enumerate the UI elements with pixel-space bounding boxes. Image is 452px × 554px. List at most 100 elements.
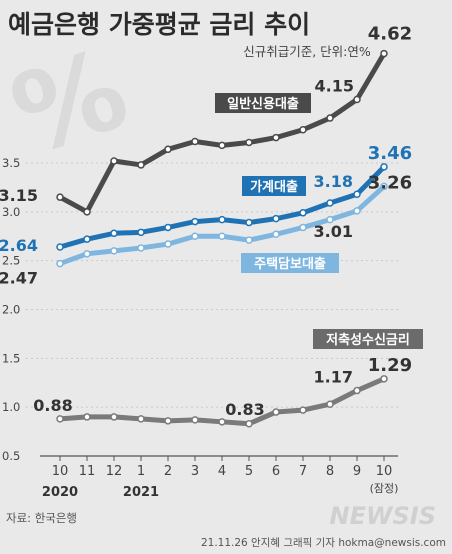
data-point	[218, 215, 226, 224]
data-point	[56, 243, 64, 251]
y-tick-label: 1.0	[2, 400, 20, 414]
y-tick-label: 1.5	[2, 351, 20, 365]
data-label: 1.29	[368, 355, 412, 376]
plot-area: 일반신용대출 3.15 4.15 4.62 가계대출 2.64 3.18 3.46 주택담보대출…	[0, 24, 423, 428]
data-point	[353, 386, 361, 395]
data-point	[218, 232, 226, 240]
data-point	[191, 137, 199, 146]
data-point	[191, 416, 199, 424]
data-point	[110, 157, 118, 165]
x-tick-label: 10	[52, 464, 69, 479]
data-label: 2.64	[0, 236, 38, 255]
y-tick-label: 2.5	[2, 254, 20, 268]
x-tick-label: 8	[326, 464, 334, 479]
data-point	[326, 215, 334, 224]
data-point	[326, 400, 334, 408]
series-가계대출: 가계대출 2.64 3.18 3.46	[0, 143, 412, 255]
x-tick-label: 11	[79, 464, 96, 479]
data-point	[218, 418, 226, 426]
data-point	[164, 223, 172, 232]
y-tick-label: 3.0	[2, 205, 20, 219]
x-year-label: 2021	[123, 485, 159, 500]
data-point	[353, 190, 361, 198]
data-point	[272, 133, 280, 142]
x-year-label: 2020	[42, 485, 78, 500]
data-point	[272, 214, 280, 223]
data-point	[164, 417, 172, 425]
percent-decoration: %	[0, 24, 142, 180]
x-tick-label: 2	[164, 464, 172, 479]
data-point	[380, 49, 388, 58]
x-tick-label: 6	[272, 464, 280, 479]
data-point	[380, 182, 388, 191]
data-label: 2.47	[0, 269, 38, 288]
data-point	[218, 141, 226, 150]
data-point	[56, 415, 64, 423]
data-label: 1.17	[314, 368, 353, 387]
data-label: 3.26	[368, 172, 412, 193]
x-tick-label: 5	[245, 464, 253, 479]
x-tick-label: 10	[376, 464, 393, 479]
data-point	[245, 420, 253, 428]
data-label: 3.15	[0, 186, 38, 205]
data-point	[191, 232, 199, 240]
y-tick-label: 2.0	[2, 302, 20, 316]
data-point	[164, 145, 172, 154]
data-point	[245, 138, 253, 147]
data-label: 0.83	[225, 400, 264, 419]
series-name-label: 일반신용대출	[227, 96, 299, 112]
source-note: 자료: 한국은행	[6, 511, 77, 525]
data-point	[137, 415, 145, 423]
data-point	[191, 217, 199, 226]
data-point	[83, 235, 91, 243]
data-point	[245, 218, 253, 227]
data-label: 4.15	[315, 76, 354, 95]
data-label: 3.18	[314, 172, 353, 191]
data-point	[56, 193, 64, 201]
data-label: 3.46	[368, 143, 412, 164]
series-label-box	[241, 253, 339, 273]
x-note-label: (잠정)	[370, 482, 399, 495]
data-point	[83, 208, 91, 216]
series-저축성수신금리: 저축성수신금리 0.88 0.83 1.17 1.29	[33, 329, 423, 428]
data-point	[164, 240, 172, 248]
data-point	[83, 250, 91, 258]
credit-line: 21.11.26 안지혜 그래픽 기자 hokma@newsis.com	[201, 537, 446, 549]
data-point	[326, 114, 334, 122]
chart-subtitle: 신규취급기준, 단위:연%	[243, 44, 371, 59]
series-label-box	[215, 93, 311, 113]
series-일반신용대출: 일반신용대출 3.15 4.15 4.62	[0, 24, 412, 216]
x-tick-label: 3	[191, 464, 199, 479]
y-tick-label: 0.5	[2, 449, 20, 463]
x-tick-label: 12	[106, 464, 123, 479]
y-axis: 0.5 1.0 1.5 2.0 2.5 3.0 3.5	[2, 156, 20, 463]
data-point	[353, 95, 361, 104]
data-label: 3.01	[314, 222, 353, 241]
data-point	[326, 199, 334, 207]
newsis-watermark: NEWSIS	[330, 502, 436, 530]
data-point	[245, 236, 253, 244]
data-label: 4.62	[368, 24, 412, 45]
data-point	[380, 375, 388, 383]
x-tick-label: 9	[353, 464, 361, 479]
data-point	[110, 229, 118, 238]
data-point	[353, 207, 361, 215]
data-point	[272, 230, 280, 239]
data-point	[137, 161, 145, 169]
data-point	[56, 259, 64, 268]
x-tick-label: 1	[137, 464, 145, 479]
data-point	[272, 408, 280, 416]
data-point	[380, 163, 388, 171]
data-point	[299, 209, 307, 217]
series-label-box	[242, 176, 306, 196]
data-point	[299, 126, 307, 134]
data-point	[137, 244, 145, 252]
series-name-label: 저축성수신금리	[326, 332, 410, 348]
series-name-label: 주택담보대출	[254, 256, 326, 272]
series-주택담보대출: 주택담보대출 2.47 3.01 3.26	[0, 172, 412, 287]
data-point	[110, 247, 118, 255]
series-name-label: 가계대출	[250, 179, 298, 195]
data-point	[299, 406, 307, 414]
y-tick-label: 3.5	[2, 156, 20, 170]
